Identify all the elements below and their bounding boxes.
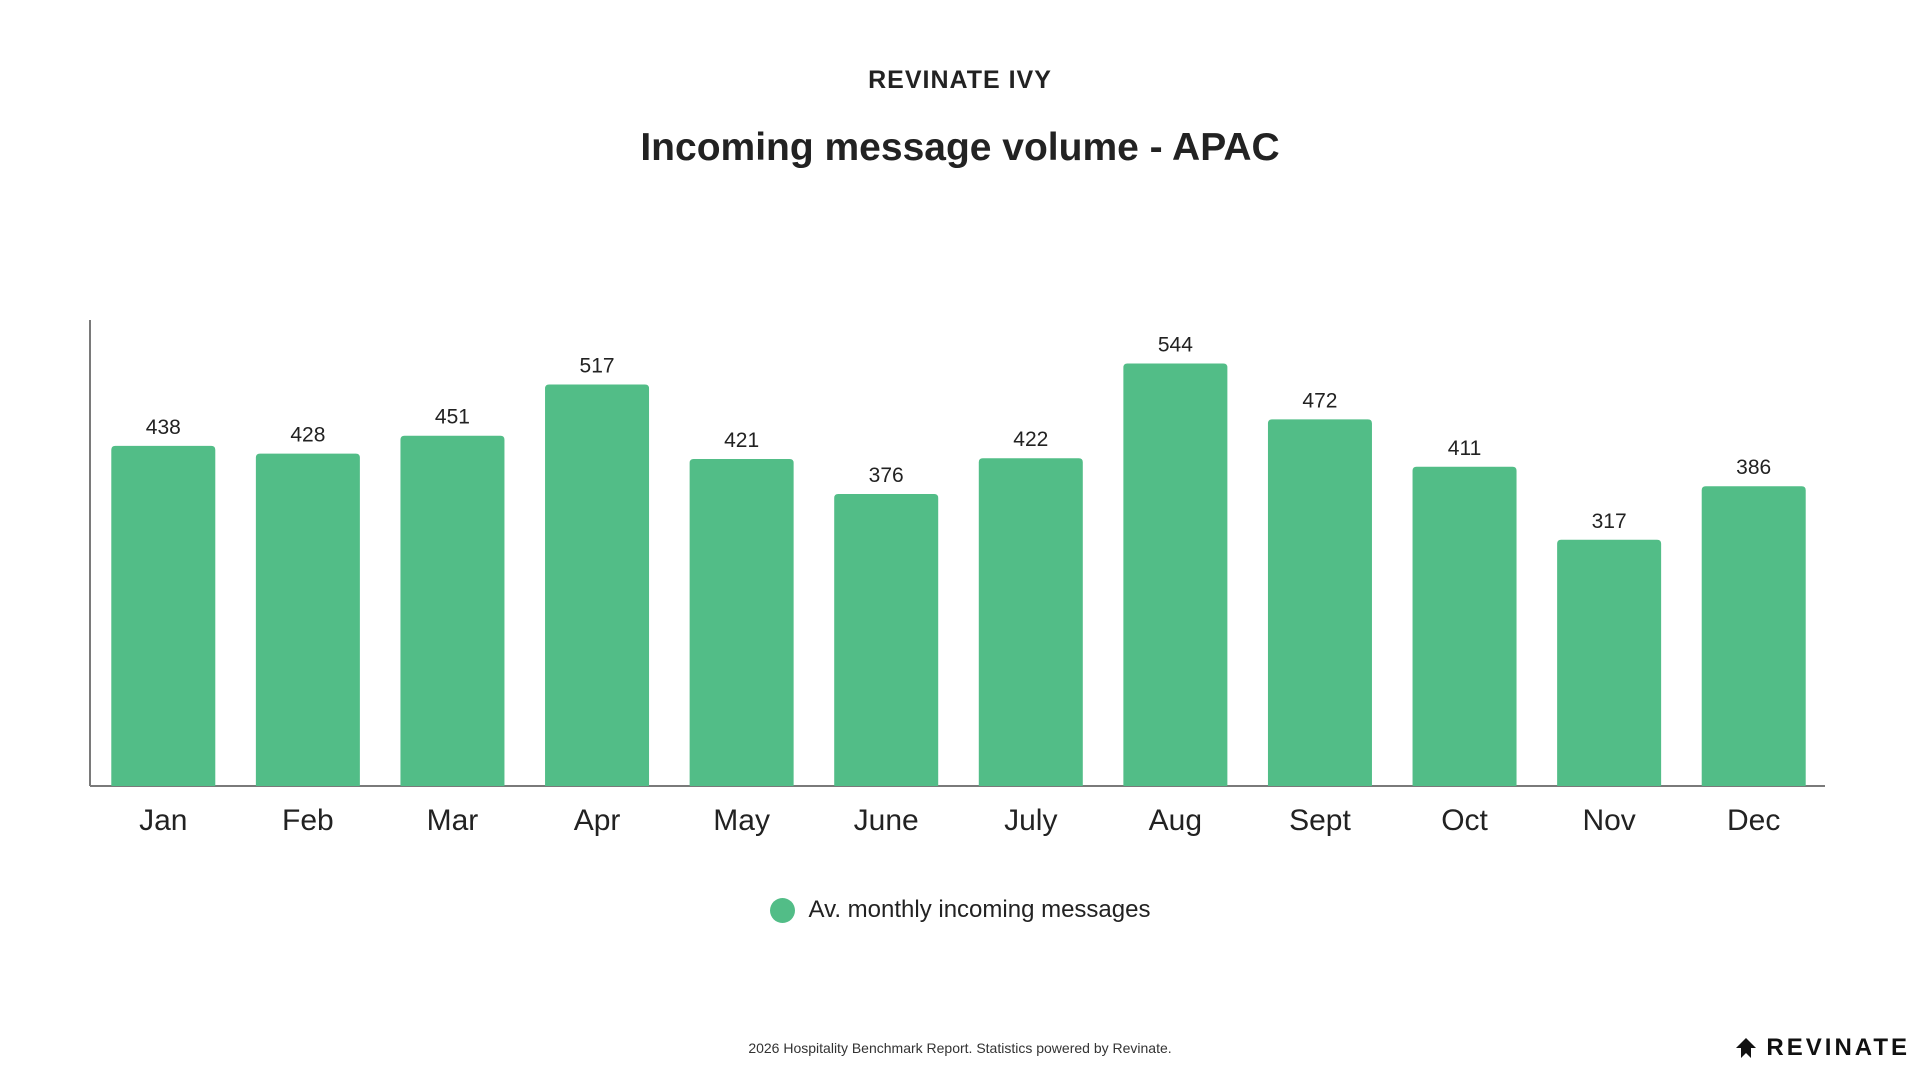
legend-label: Av. monthly incoming messages [808,896,1151,923]
x-tick-label-oct: Oct [1441,804,1488,837]
x-tick-label-dec: Dec [1727,804,1780,837]
bar-oct [1412,466,1517,786]
footer-note: 2026 Hospitality Benchmark Report. Stati… [748,1040,1172,1056]
x-tick-label-june: June [854,804,919,837]
brand-logo: REVINATE [1734,1034,1910,1062]
bar-feb [255,453,360,786]
bar-dec [1701,486,1806,786]
x-tick-label-apr: Apr [574,804,621,837]
data-label-aug: 544 [1158,333,1193,356]
data-label-june: 376 [869,464,904,487]
bar-jan [111,445,216,786]
bar-may [689,459,794,786]
x-tick-label-sept: Sept [1289,804,1351,837]
bar-june [834,493,939,786]
data-label-feb: 428 [290,424,325,447]
brand-logo-text: REVINATE [1766,1034,1910,1061]
bar-sept [1267,419,1372,786]
data-label-sept: 472 [1302,389,1337,412]
x-tick-label-july: July [1004,804,1057,837]
x-tick-label-feb: Feb [282,804,334,837]
data-label-jan: 438 [146,416,181,439]
data-label-oct: 411 [1448,437,1481,460]
data-label-mar: 451 [435,406,470,429]
data-label-july: 422 [1013,428,1048,451]
x-tick-label-mar: Mar [427,804,479,837]
bar-aug [1123,363,1228,786]
x-tick-label-aug: Aug [1149,804,1202,837]
legend-swatch [769,897,795,923]
chart-legend: Av. monthly incoming messages [0,896,1920,924]
x-tick-label-may: May [713,804,770,837]
bar-july [978,458,1083,786]
data-label-dec: 386 [1736,456,1771,479]
revinate-logo-icon [1736,1038,1757,1058]
data-label-nov: 317 [1592,510,1627,533]
bar-apr [545,384,650,786]
bar-nov [1557,539,1662,786]
bar-mar [400,435,505,786]
chart-kicker: REVINATE IVY [868,66,1052,94]
x-tick-label-nov: Nov [1582,804,1635,837]
data-label-may: 421 [724,429,759,452]
data-label-apr: 517 [580,354,615,377]
chart-title: Incoming message volume - APAC [640,126,1280,169]
x-tick-label-jan: Jan [139,804,187,837]
